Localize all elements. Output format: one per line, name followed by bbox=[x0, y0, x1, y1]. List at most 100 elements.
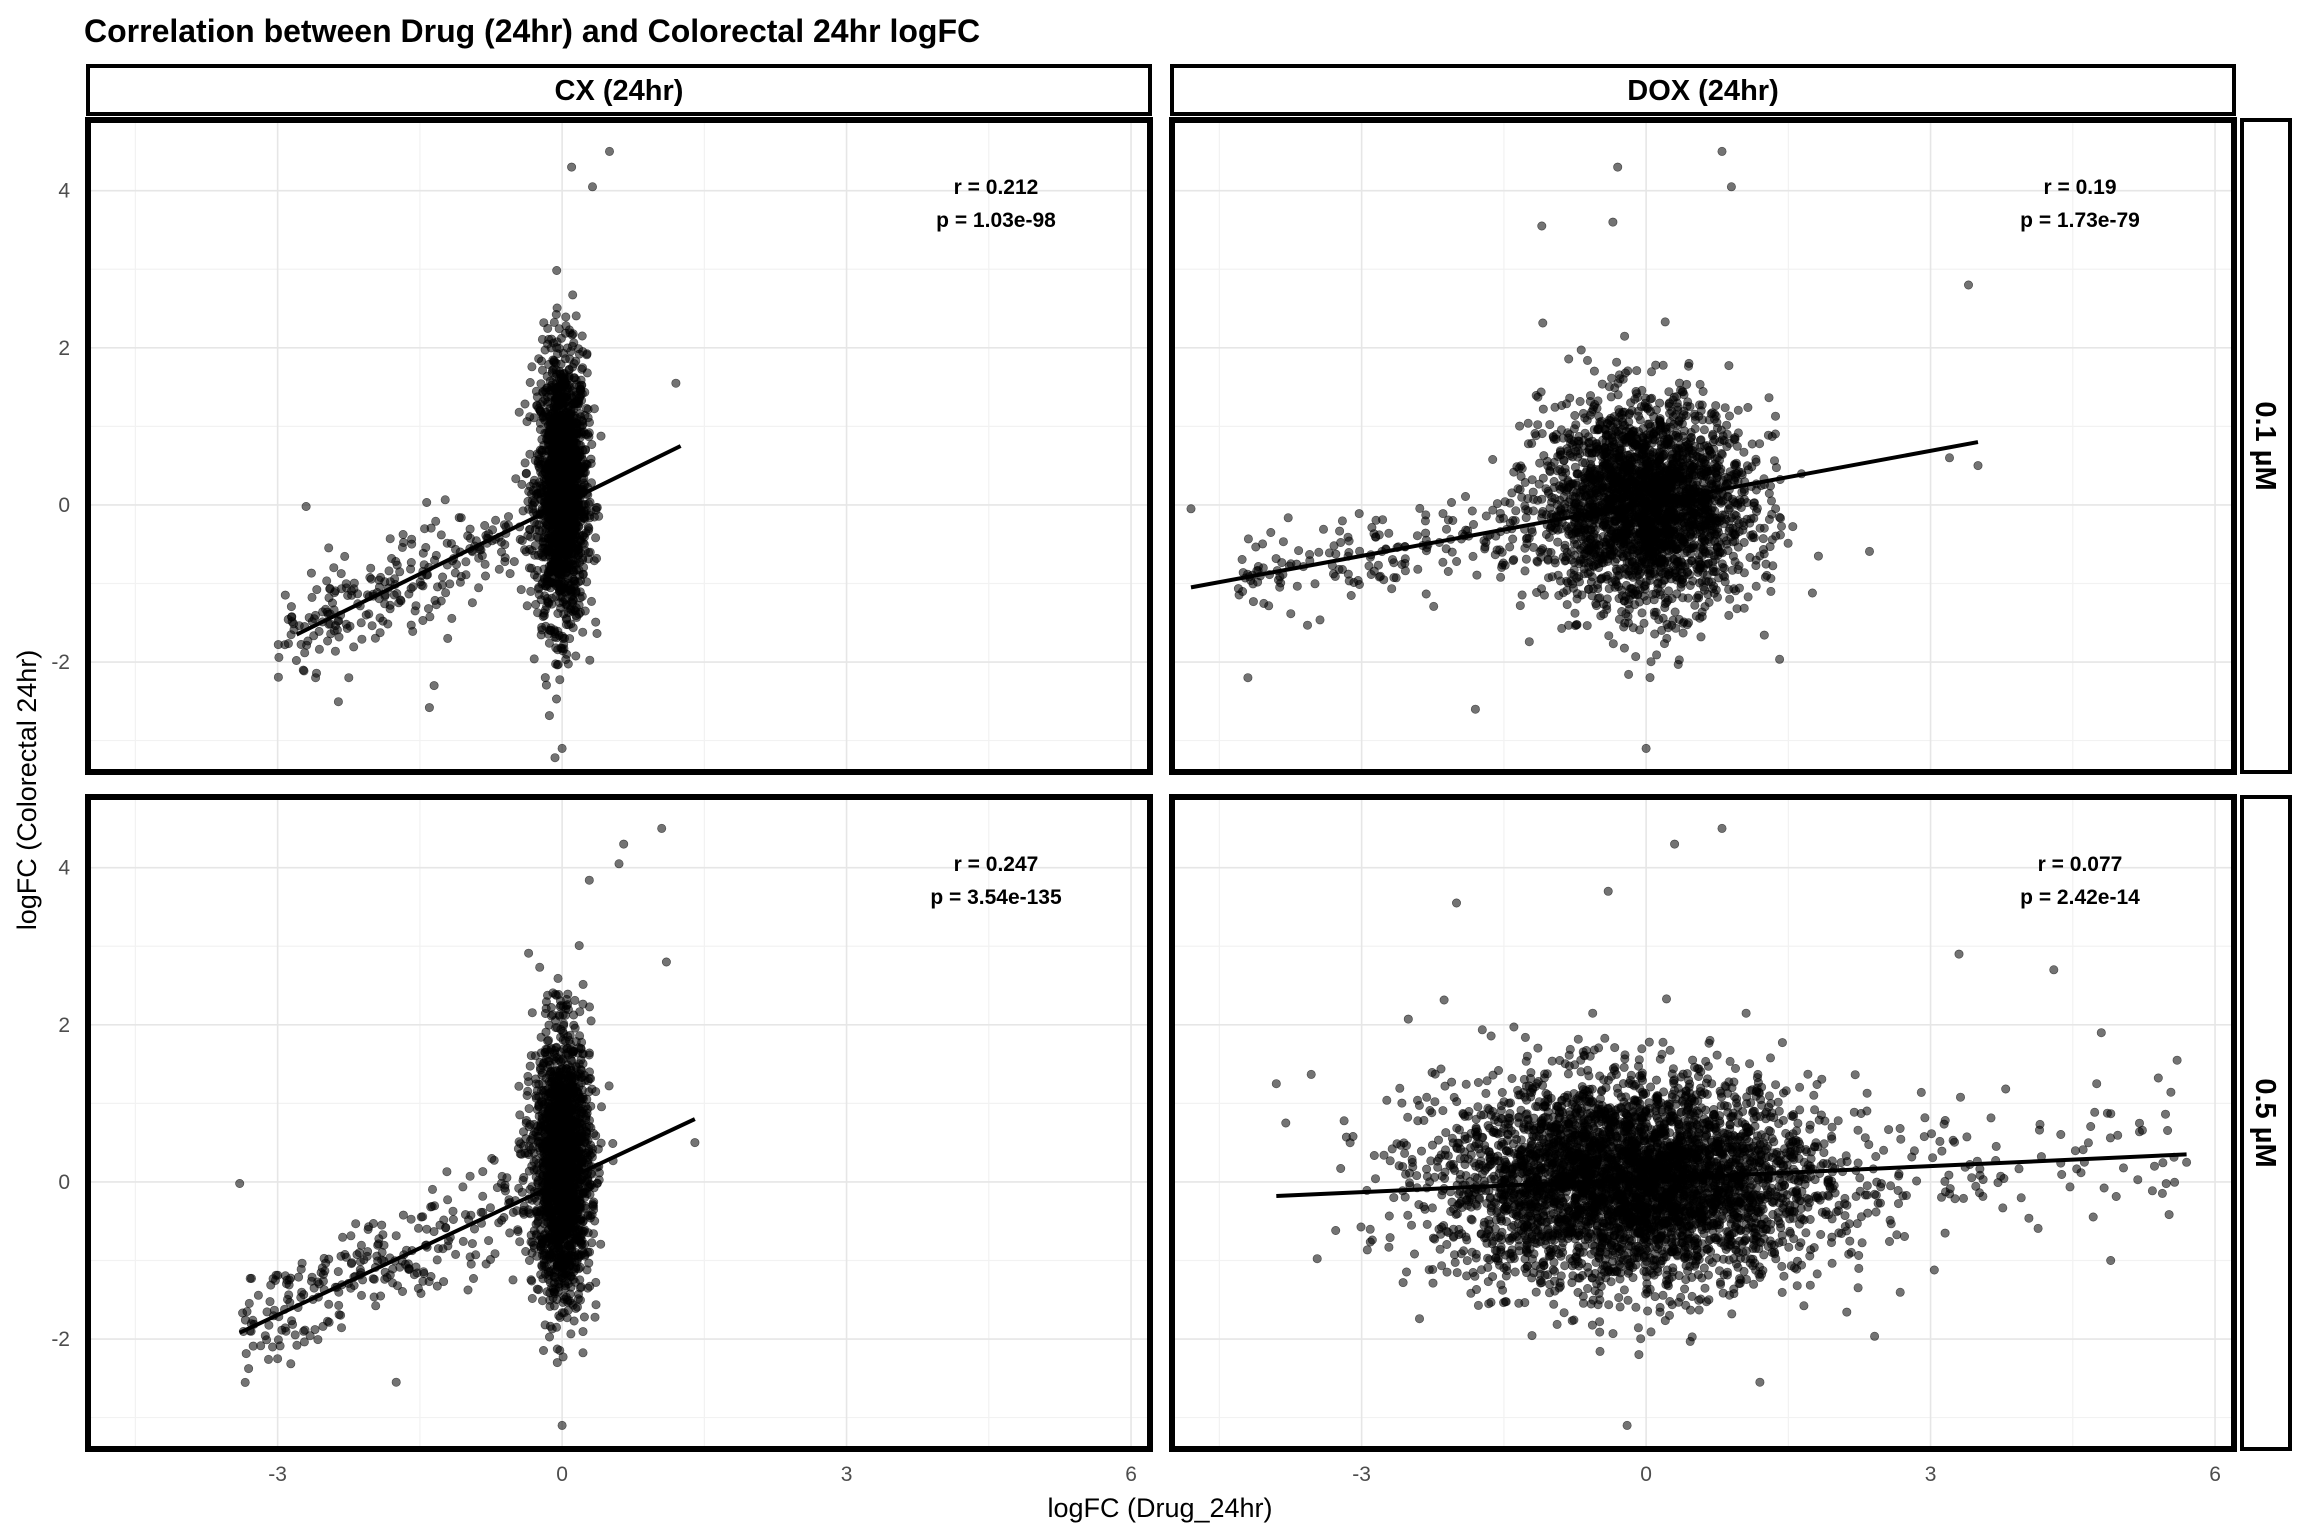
data-point bbox=[509, 557, 519, 567]
data-point bbox=[1734, 527, 1744, 537]
data-point bbox=[1574, 518, 1584, 528]
data-point bbox=[1678, 431, 1688, 441]
data-point bbox=[1628, 532, 1638, 542]
data-point bbox=[1711, 411, 1721, 421]
data-point bbox=[579, 478, 589, 488]
data-point bbox=[300, 648, 310, 658]
data-point bbox=[1344, 547, 1354, 557]
data-point bbox=[1253, 561, 1263, 571]
data-point bbox=[1271, 554, 1281, 564]
data-point bbox=[543, 597, 553, 607]
regression-line bbox=[295, 444, 682, 637]
data-point bbox=[1708, 566, 1718, 576]
data-point bbox=[552, 444, 562, 454]
data-point bbox=[1645, 419, 1655, 429]
data-point bbox=[1721, 472, 1731, 482]
data-point bbox=[366, 563, 376, 573]
data-point bbox=[1481, 511, 1491, 521]
data-point bbox=[559, 546, 569, 556]
data-point bbox=[1557, 623, 1567, 633]
data-point bbox=[1730, 557, 1740, 567]
data-point bbox=[1415, 503, 1425, 513]
data-point bbox=[1682, 470, 1692, 480]
data-point bbox=[1624, 669, 1634, 679]
data-point bbox=[1324, 548, 1334, 558]
data-point bbox=[1613, 378, 1623, 388]
data-point bbox=[1722, 420, 1732, 430]
data-point bbox=[1505, 498, 1515, 508]
p-annotation: p = 1.73e-79 bbox=[2020, 209, 2140, 232]
data-point bbox=[1646, 657, 1656, 667]
data-point bbox=[1775, 654, 1785, 664]
data-point bbox=[1586, 577, 1596, 587]
data-point bbox=[514, 407, 524, 417]
data-point bbox=[551, 309, 561, 319]
data-point bbox=[556, 533, 566, 543]
data-point bbox=[543, 544, 553, 554]
data-point bbox=[1618, 469, 1628, 479]
data-point bbox=[521, 469, 531, 479]
data-point bbox=[499, 520, 509, 530]
data-point bbox=[1576, 345, 1586, 355]
data-point bbox=[1354, 509, 1364, 519]
data-point bbox=[1389, 573, 1399, 583]
data-point bbox=[1777, 521, 1787, 531]
data-point bbox=[1669, 469, 1679, 479]
data-point bbox=[1724, 610, 1734, 620]
data-point bbox=[1539, 590, 1549, 600]
data-point bbox=[551, 643, 561, 653]
data-point bbox=[1343, 569, 1353, 579]
data-point bbox=[1630, 590, 1640, 600]
data-point bbox=[421, 542, 431, 552]
data-point bbox=[1775, 530, 1785, 540]
data-point bbox=[1865, 546, 1875, 556]
data-point bbox=[1711, 468, 1721, 478]
data-point bbox=[1517, 492, 1527, 502]
data-point bbox=[586, 596, 596, 606]
data-point bbox=[438, 572, 448, 582]
data-point bbox=[1585, 500, 1595, 510]
data-point bbox=[564, 533, 574, 543]
data-point bbox=[1573, 452, 1583, 462]
data-point bbox=[1676, 476, 1686, 486]
data-point bbox=[1713, 542, 1723, 552]
data-point bbox=[555, 432, 565, 442]
data-point bbox=[1619, 537, 1629, 547]
data-point bbox=[1660, 485, 1670, 495]
data-point bbox=[527, 362, 537, 372]
data-point bbox=[1509, 467, 1519, 477]
data-point bbox=[1704, 558, 1714, 568]
data-point bbox=[560, 441, 570, 451]
data-point bbox=[1468, 551, 1478, 561]
data-point bbox=[273, 672, 283, 682]
data-point bbox=[301, 501, 311, 511]
data-point bbox=[561, 614, 571, 624]
r-annotation: r = 0.212 bbox=[954, 176, 1039, 199]
data-point bbox=[550, 487, 560, 497]
data-point bbox=[520, 399, 530, 409]
data-point bbox=[550, 753, 560, 763]
data-point bbox=[1739, 603, 1749, 613]
data-point bbox=[1664, 399, 1674, 409]
data-point bbox=[1608, 639, 1618, 649]
data-point bbox=[1572, 620, 1582, 630]
data-point bbox=[1704, 597, 1714, 607]
data-point bbox=[1652, 650, 1662, 660]
data-point bbox=[1472, 570, 1482, 580]
data-point bbox=[1553, 537, 1563, 547]
data-point bbox=[1387, 584, 1397, 594]
data-point bbox=[1582, 621, 1592, 631]
data-point bbox=[1273, 575, 1283, 585]
data-point bbox=[1673, 420, 1683, 430]
data-point bbox=[1587, 454, 1597, 464]
data-point bbox=[1743, 402, 1753, 412]
data-point bbox=[1686, 427, 1696, 437]
data-point bbox=[1631, 433, 1641, 443]
data-point bbox=[1619, 643, 1629, 653]
data-point bbox=[534, 354, 544, 364]
data-point bbox=[539, 608, 549, 618]
data-point bbox=[532, 449, 542, 459]
data-point bbox=[1602, 604, 1612, 614]
data-point bbox=[553, 383, 563, 393]
